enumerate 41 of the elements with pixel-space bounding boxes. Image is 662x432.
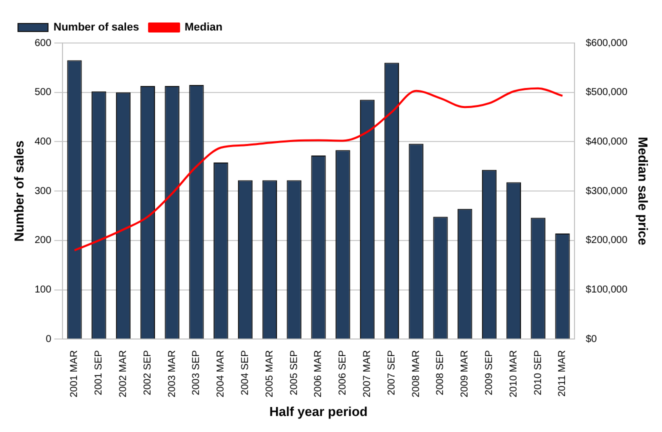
x-tick-label: 2002 SEP: [142, 350, 154, 396]
x-tick-label: 2005 MAR: [264, 350, 276, 398]
x-tick-label: 2003 MAR: [166, 350, 178, 398]
y-axis-title: Number of sales: [11, 140, 26, 242]
x-tick-label: 2006 SEP: [338, 350, 349, 396]
y-tick-label: 500: [34, 87, 52, 98]
y2-tick-label: $400,000: [586, 136, 628, 148]
x-tick-label: 2011 MAR: [557, 350, 568, 397]
y2-tick-label: $500,000: [586, 87, 628, 98]
x-tick-label: 2010 MAR: [508, 350, 520, 398]
x-tick-label: 2004 SEP: [240, 350, 252, 396]
y2-tick-label: $600,000: [586, 38, 628, 49]
x-tick-label: 2001 SEP: [94, 350, 105, 396]
x-tick-label: 2007 SEP: [386, 350, 398, 396]
y2-tick-label: $100,000: [586, 284, 628, 296]
y2-tick-label: $200,000: [586, 235, 628, 246]
x-tick-label: 2009 SEP: [484, 350, 496, 396]
y2-axis-title: Median sale price: [636, 136, 651, 246]
y-tick-label: 200: [34, 235, 52, 246]
y-tick-label: 100: [34, 284, 52, 296]
x-tick-label: 2001 MAR: [69, 350, 80, 398]
y2-tick-label: $300,000: [586, 186, 628, 197]
y2-tick-label: $0: [586, 334, 598, 345]
x-tick-label: 2002 MAR: [118, 350, 130, 398]
y-tick-label: 300: [34, 186, 52, 197]
y-tick-label: 600: [34, 38, 52, 49]
x-tick-label: 2008 SEP: [435, 350, 446, 396]
y-tick-label: 0: [46, 334, 52, 345]
x-tick-label: 2004 MAR: [216, 350, 227, 398]
legend-label: Median: [184, 22, 223, 34]
x-axis-title: Half year period: [269, 404, 368, 419]
line-series: [73, 87, 564, 252]
x-tick-label: 2006 MAR: [313, 350, 324, 398]
x-tick-label: 2008 MAR: [410, 350, 422, 398]
x-tick-label: 2009 MAR: [460, 350, 471, 398]
x-tick-label: 2005 SEP: [288, 350, 300, 396]
x-tick-label: 2003 SEP: [191, 350, 202, 396]
x-tick-label: 2007 MAR: [362, 350, 374, 398]
x-tick-label: 2010 SEP: [532, 350, 544, 396]
legend-label: Number of sales: [54, 22, 140, 34]
y-tick-label: 400: [34, 136, 52, 148]
